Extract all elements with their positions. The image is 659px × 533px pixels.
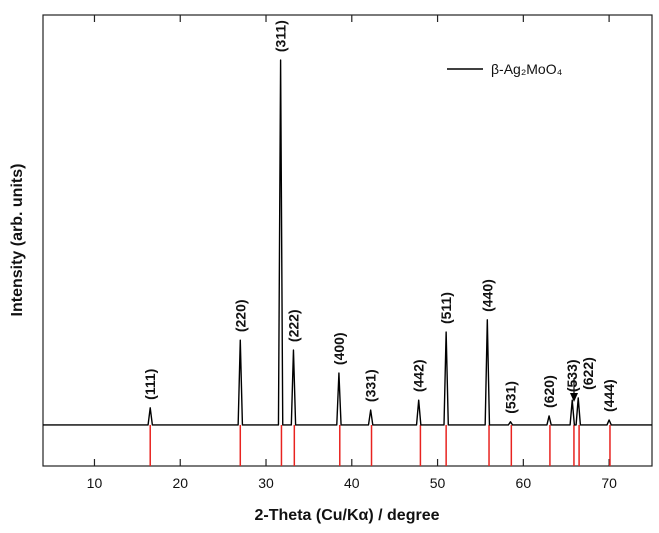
x-tick-label: 60 — [516, 475, 532, 491]
peak-label: (533) — [564, 359, 580, 392]
peak-label: (222) — [285, 309, 301, 342]
arrow-head — [570, 393, 578, 402]
x-tick-label: 70 — [601, 475, 617, 491]
x-tick-label: 20 — [172, 475, 188, 491]
legend-label: β-Ag₂MoO₄ — [491, 61, 563, 77]
x-tick-label: 50 — [430, 475, 446, 491]
peak-label: (311) — [273, 20, 289, 52]
peak-label: (442) — [411, 359, 427, 392]
x-tick-label: 40 — [344, 475, 360, 491]
x-axis-label: 2-Theta (Cu/Kα) / degree — [255, 507, 440, 524]
plot-frame — [42, 14, 653, 467]
peak-label: (511) — [438, 292, 454, 324]
data-line — [43, 59, 652, 426]
peak-label: (111) — [142, 369, 158, 400]
y-axis-label: Intensity (arb. units) — [9, 164, 26, 317]
peak-label: (331) — [363, 369, 379, 402]
x-tick-label: 10 — [87, 475, 103, 491]
x-tick-label: 30 — [258, 475, 274, 491]
peak-label: (220) — [232, 299, 248, 332]
peak-label: (622) — [580, 357, 596, 390]
peak-label: (531) — [502, 381, 518, 414]
peak-label: (620) — [541, 375, 557, 408]
peak-label: (440) — [479, 279, 495, 312]
peak-label: (400) — [331, 332, 347, 365]
peak-label: (444) — [601, 379, 617, 412]
